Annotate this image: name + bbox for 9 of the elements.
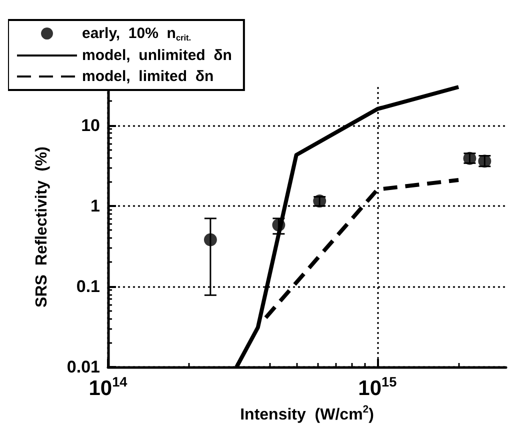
y-tick-label: 0.1	[76, 276, 100, 296]
point	[204, 233, 217, 246]
point	[272, 218, 286, 232]
y-tick-label: 1	[90, 196, 100, 216]
legend-label: model, unlimited δn	[82, 47, 232, 64]
y-axis-title: SRS Reflectivity (%)	[34, 146, 50, 308]
legend-label: model, limited δn	[82, 68, 214, 85]
y-tick-label: 10	[81, 116, 100, 135]
y-tick-label: 0.01	[66, 358, 100, 376]
